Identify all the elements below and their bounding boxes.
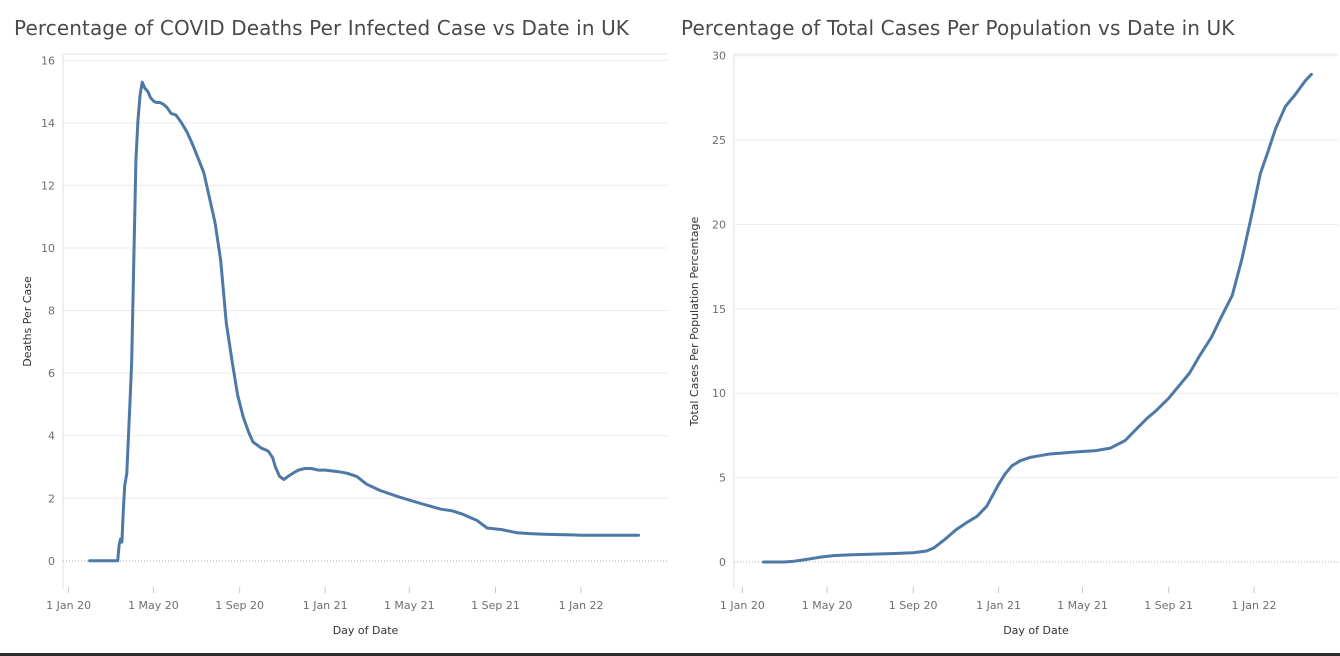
x-tick-label: 1 May 21 — [384, 599, 435, 612]
y-tick-label: 10 — [712, 387, 726, 400]
x-tick-label: 1 Sep 21 — [1144, 599, 1193, 612]
x-tick-label: 1 Sep 21 — [471, 599, 520, 612]
x-axis-title: Day of Date — [1003, 624, 1069, 637]
x-axis-title: Day of Date — [333, 624, 399, 637]
y-tick-label: 8 — [48, 305, 55, 318]
y-axis-title: Deaths Per Case — [21, 276, 34, 367]
y-tick-label: 4 — [48, 430, 55, 443]
cases-per-population-chart: 0 5 10 15 20 25 30 1 Jan 20 1 May 20 1 Sep 20 1 Ja… — [688, 50, 1338, 637]
y-tick-label: 2 — [48, 492, 55, 505]
x-tick-label: 1 Sep 20 — [215, 599, 264, 612]
x-tick-label: 1 Jan 20 — [720, 599, 765, 612]
bottom-border — [0, 653, 1340, 656]
x-tick-label: 1 Jan 21 — [976, 599, 1021, 612]
y-tick-label: 15 — [712, 303, 726, 316]
y-tick-label: 16 — [41, 54, 55, 67]
x-tick-label: 1 May 20 — [802, 599, 853, 612]
x-tick-label: 1 Jan 21 — [303, 599, 348, 612]
cases-per-population-chart-panel: Percentage of Total Cases Per Population… — [670, 0, 1340, 656]
series-line — [761, 72, 1313, 564]
x-tick-label: 1 May 21 — [1057, 599, 1108, 612]
x-tick-label: 1 May 20 — [128, 599, 179, 612]
deaths-per-case-chart-panel: Percentage of COVID Deaths Per Infected … — [14, 16, 668, 637]
y-tick-label: 14 — [41, 117, 55, 130]
deaths-per-case-chart: 0 2 4 6 8 10 12 14 16 1 Jan 20 1 May 20 1 Sep 20 1 J… — [21, 53, 668, 637]
y-tick-label: 30 — [712, 50, 726, 63]
chart-title: Percentage of COVID Deaths Per Infected … — [14, 16, 630, 40]
y-tick-label: 25 — [712, 134, 726, 147]
y-tick-label: 0 — [48, 555, 55, 568]
x-tick-label: 1 Jan 20 — [46, 599, 91, 612]
y-tick-label: 0 — [719, 556, 726, 569]
y-axis-title: Total Cases Per Population Percentage — [688, 217, 701, 428]
series-line — [88, 80, 641, 563]
y-tick-label: 5 — [719, 472, 726, 485]
y-tick-label: 10 — [41, 242, 55, 255]
y-tick-label: 6 — [48, 367, 55, 380]
x-tick-label: 1 Sep 20 — [889, 599, 938, 612]
chart-title: Percentage of Total Cases Per Population… — [681, 16, 1235, 40]
x-tick-label: 1 Jan 22 — [1232, 599, 1277, 612]
x-tick-label: 1 Jan 22 — [559, 599, 604, 612]
y-tick-label: 12 — [41, 179, 55, 192]
y-tick-label: 20 — [712, 218, 726, 231]
